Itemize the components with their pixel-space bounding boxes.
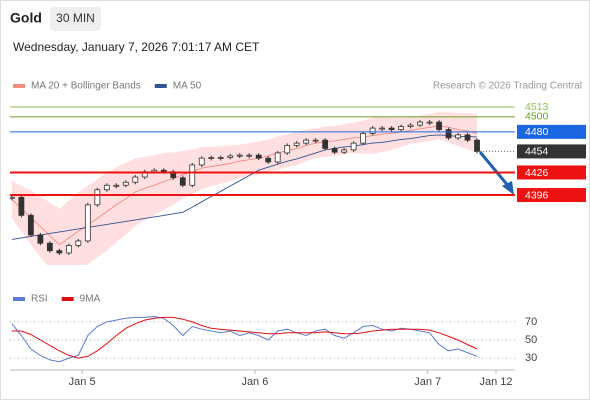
candle (179, 177, 186, 186)
candle (360, 132, 367, 144)
candle (46, 242, 53, 252)
candle (122, 181, 129, 186)
timeframe-button[interactable] (50, 7, 101, 31)
candle (331, 148, 338, 153)
forecast-arrow-head (502, 181, 514, 195)
candle (255, 154, 262, 159)
candle (293, 142, 300, 146)
candle (208, 157, 215, 159)
candle (369, 127, 376, 134)
candle (56, 250, 63, 254)
level-label: 4500 (525, 111, 549, 123)
candle (455, 134, 461, 139)
candle (274, 152, 281, 163)
candle (132, 176, 139, 183)
x-tick-label: Jan 6 (241, 376, 268, 388)
symbol: Gold (10, 10, 42, 26)
credit: Research © 2026 Trading Central (433, 81, 582, 92)
level-box (517, 144, 586, 159)
candle (27, 214, 34, 236)
candle (246, 154, 253, 157)
candle (103, 184, 110, 191)
x-tick-label: Jan 5 (69, 376, 96, 388)
legend-swatch (13, 84, 25, 88)
bollinger-band (11, 112, 477, 265)
legend-label: RSI (31, 294, 48, 305)
candle (341, 149, 348, 153)
candle (426, 121, 433, 124)
price-plot (10, 112, 480, 265)
legend-label: MA 20 + Bollinger Bands (31, 81, 141, 92)
legend-swatch (13, 297, 25, 301)
legend-swatch (61, 297, 74, 301)
candle (436, 121, 442, 131)
level-box (517, 165, 586, 180)
candle (312, 139, 319, 142)
level-label: 4513 (525, 101, 549, 113)
legend-swatch (154, 84, 167, 88)
legend-label: MA 50 (173, 81, 202, 92)
candle (84, 204, 91, 242)
candle (322, 139, 329, 149)
level-label: 4480 (525, 126, 549, 138)
timeframe-label[interactable]: 30 MIN (56, 11, 95, 25)
legend-label: 9MA (80, 294, 101, 305)
datetime: Wednesday, January 7, 2026 7:01:17 AM CE… (13, 40, 260, 54)
candle (350, 142, 357, 151)
candle (94, 189, 101, 206)
x-tick-label: Jan 7 (414, 376, 441, 388)
forecast-arrow (478, 151, 512, 189)
level-label: 4454 (525, 146, 549, 158)
candle (388, 127, 395, 131)
x-tick-label: Jan 12 (479, 376, 512, 388)
candle (65, 245, 72, 254)
candle (398, 126, 404, 131)
level-box (517, 188, 586, 203)
candle (189, 164, 196, 186)
candle (407, 124, 414, 127)
level-label: 4426 (525, 167, 549, 179)
y-tick-label: 30 (525, 352, 537, 364)
candle (474, 139, 480, 152)
candle (227, 155, 234, 158)
candle (464, 134, 471, 141)
candle (113, 184, 120, 187)
candle (10, 196, 15, 199)
y-tick-label: 50 (525, 334, 537, 346)
candle (417, 121, 423, 126)
candle (303, 139, 310, 144)
candle (198, 157, 205, 166)
level-label: 4396 (525, 189, 549, 201)
candle (37, 234, 44, 244)
candle (265, 157, 272, 163)
candle (18, 196, 25, 216)
level-box (517, 124, 586, 139)
candle (236, 154, 243, 157)
candle (75, 240, 82, 246)
indicator-line (11, 316, 478, 359)
candle (379, 127, 386, 130)
y-tick-label: 70 (525, 316, 537, 328)
candle (217, 157, 224, 159)
candle (284, 144, 291, 154)
candle (445, 129, 452, 139)
